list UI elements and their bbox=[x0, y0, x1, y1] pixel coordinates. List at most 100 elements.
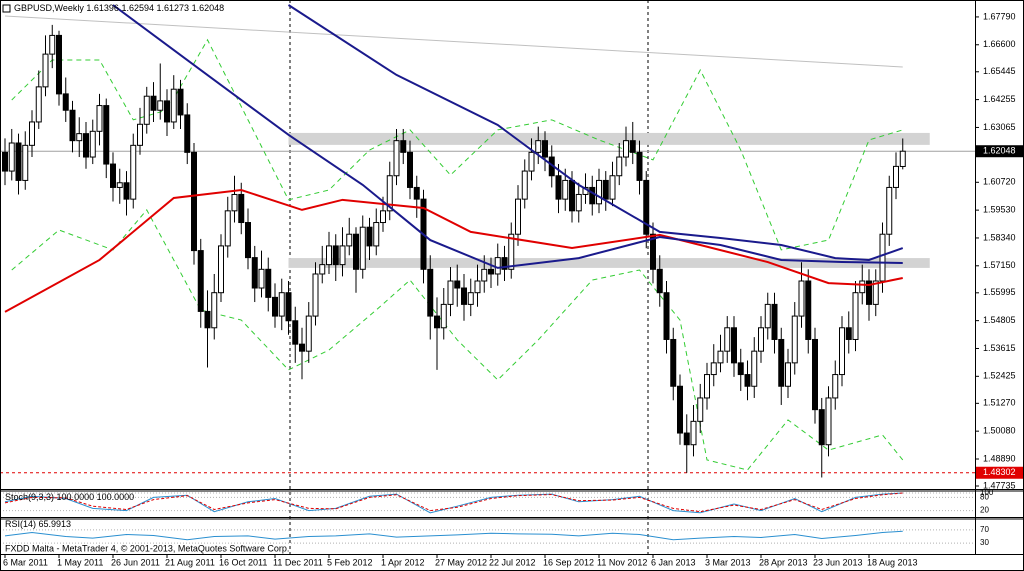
y-tick-label: 1.47735 bbox=[983, 480, 1016, 490]
candle-body bbox=[184, 114, 191, 153]
x-tick-label: 5 Feb 2012 bbox=[327, 557, 373, 567]
price-zone bbox=[288, 132, 930, 145]
candle-body bbox=[704, 374, 710, 399]
y-tick-label: 1.58340 bbox=[983, 232, 1016, 242]
candle-body bbox=[839, 327, 845, 376]
candle-body bbox=[636, 151, 643, 181]
candle-body bbox=[643, 179, 650, 235]
candle-body bbox=[177, 88, 184, 116]
candle-body bbox=[197, 250, 204, 312]
candle-body bbox=[89, 130, 96, 158]
candle-body bbox=[650, 233, 656, 270]
candle-body bbox=[893, 165, 899, 188]
footer: FXDD Malta - MetaTrader 4, © 2001-2013, … bbox=[5, 543, 289, 553]
alert-box bbox=[976, 466, 1023, 479]
candle-body bbox=[96, 105, 103, 132]
candle-body bbox=[2, 151, 8, 172]
candle-body bbox=[845, 327, 852, 340]
candle-body bbox=[238, 193, 245, 224]
candle-body bbox=[69, 109, 76, 142]
y-tick-label: 80 bbox=[980, 493, 989, 502]
y-tick-label: 1.66600 bbox=[983, 39, 1016, 49]
y-tick-label: 70 bbox=[980, 525, 989, 534]
candle-body bbox=[805, 280, 812, 340]
candle-body bbox=[575, 193, 582, 212]
candle-body bbox=[231, 193, 238, 212]
ohlc-open: 1.61396 bbox=[86, 3, 119, 13]
candle-body bbox=[258, 268, 265, 289]
x-tick-label: 18 Aug 2013 bbox=[867, 557, 918, 567]
candle-body bbox=[656, 268, 663, 294]
candle-body bbox=[440, 303, 447, 329]
candle-body bbox=[400, 140, 407, 153]
candle-body bbox=[616, 156, 623, 177]
candle-body bbox=[407, 151, 413, 188]
indicator-value: 100.0000 bbox=[57, 492, 95, 502]
current-price-box bbox=[976, 145, 1023, 158]
candle-body bbox=[211, 292, 218, 329]
candle-body bbox=[224, 210, 231, 247]
candle-body bbox=[413, 186, 420, 200]
indicator-line bbox=[4, 492, 903, 514]
x-tick-label: 26 Jun 2011 bbox=[111, 557, 160, 567]
candle-body bbox=[299, 343, 305, 352]
candle-body bbox=[771, 303, 778, 340]
candle-body bbox=[373, 222, 380, 247]
candle-body bbox=[292, 320, 299, 345]
candle-body bbox=[683, 432, 690, 446]
candle-body bbox=[29, 121, 35, 146]
y-tick-label: 1.63065 bbox=[983, 122, 1016, 132]
candle-body bbox=[555, 175, 562, 200]
candle-body bbox=[697, 397, 704, 422]
alert-label: 1.48302 bbox=[983, 467, 1016, 477]
candle-body bbox=[339, 245, 346, 266]
candle-body bbox=[744, 374, 751, 387]
candle-body bbox=[332, 245, 339, 266]
candle-body bbox=[663, 292, 670, 340]
candle-body bbox=[251, 257, 258, 289]
main-plot bbox=[0, 4, 975, 478]
y-tick-label: 1.57150 bbox=[983, 260, 1016, 270]
indicator-value: 100.0000 bbox=[97, 492, 135, 502]
candle-body bbox=[677, 385, 683, 434]
x-tick-label: 28 Apr 2013 bbox=[759, 557, 808, 567]
x-tick-label: 1 Apr 2012 bbox=[381, 557, 425, 567]
candle-body bbox=[886, 186, 893, 235]
y-tick-label: 1.65445 bbox=[983, 66, 1016, 76]
indicator-value: 65.9913 bbox=[39, 519, 72, 529]
candle-body bbox=[157, 100, 164, 111]
ohlc-low: 1.61273 bbox=[157, 3, 190, 13]
candle-body bbox=[467, 292, 474, 305]
candle-body bbox=[191, 151, 197, 252]
candle-body bbox=[143, 95, 150, 125]
candle-body bbox=[312, 273, 319, 317]
moving-average bbox=[287, 4, 904, 261]
moving-average bbox=[4, 188, 903, 313]
candle-body bbox=[832, 374, 839, 399]
candle-body bbox=[170, 88, 177, 123]
candle-body bbox=[123, 182, 130, 200]
candle-body bbox=[137, 123, 143, 146]
y-tick-label: 1.52425 bbox=[983, 371, 1016, 381]
ohlc-close: 1.62048 bbox=[192, 3, 225, 13]
x-tick-label: 16 Sep 2012 bbox=[543, 557, 594, 567]
candle-body bbox=[22, 144, 29, 181]
candle-body bbox=[528, 151, 535, 172]
candle-body bbox=[380, 210, 386, 224]
indicator-line bbox=[4, 492, 903, 513]
candle-body bbox=[393, 140, 400, 177]
indicator-line bbox=[4, 530, 903, 541]
candle-body bbox=[535, 140, 542, 153]
candle-body bbox=[508, 233, 515, 270]
ohlc-high: 1.62594 bbox=[121, 3, 154, 13]
y-tick-label: 1.50080 bbox=[983, 426, 1016, 436]
x-tick-label: 27 May 2012 bbox=[435, 557, 487, 567]
candle-body bbox=[218, 245, 224, 294]
candle-body bbox=[130, 144, 137, 200]
candle-body bbox=[110, 163, 116, 188]
y-tick-label: 1.53615 bbox=[983, 343, 1016, 353]
candle-body bbox=[629, 140, 636, 153]
y-tick-label: 1.67790 bbox=[983, 11, 1016, 21]
x-tick-label: 3 Mar 2013 bbox=[705, 557, 751, 567]
